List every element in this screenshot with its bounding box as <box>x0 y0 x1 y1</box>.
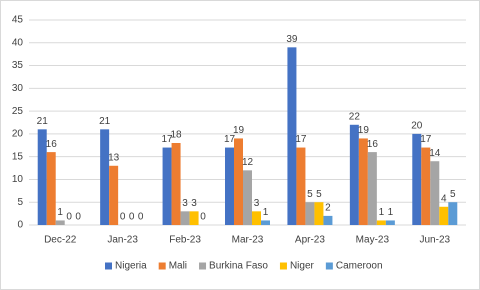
data-label: 5 <box>316 189 322 200</box>
data-label: 1 <box>263 207 269 218</box>
bar <box>225 147 234 225</box>
data-label: 18 <box>171 130 183 141</box>
data-label: 4 <box>441 193 447 204</box>
y-tick-label: 40 <box>12 37 24 48</box>
x-tick-label: Jan-23 <box>107 235 138 246</box>
data-label: 0 <box>200 212 206 223</box>
bar <box>448 202 458 225</box>
data-label: 22 <box>349 111 361 122</box>
x-tick-label: Apr-23 <box>295 235 325 246</box>
data-label: 3 <box>182 198 188 209</box>
bar <box>376 220 386 225</box>
legend-swatch <box>158 262 166 270</box>
legend-swatch <box>279 262 287 270</box>
bar <box>171 143 181 225</box>
data-label: 17 <box>420 134 432 145</box>
y-tick-label: 10 <box>12 174 24 185</box>
bar <box>234 138 243 225</box>
data-label: 0 <box>138 212 144 223</box>
data-label: 16 <box>367 139 379 150</box>
data-label: 3 <box>254 198 260 209</box>
bar <box>421 147 431 225</box>
bar <box>358 138 368 225</box>
data-label: 17 <box>162 134 174 145</box>
bar <box>412 133 422 225</box>
data-label: 17 <box>295 134 307 145</box>
x-tick-label: Mar-23 <box>232 235 264 246</box>
data-label: 21 <box>99 116 111 127</box>
legend-label: Burkina Faso <box>209 261 268 272</box>
x-tick-label: Feb-23 <box>169 235 201 246</box>
data-label: 14 <box>429 148 441 159</box>
data-label: 0 <box>75 212 81 223</box>
y-tick-label: 45 <box>12 15 24 26</box>
data-label: 39 <box>286 34 298 45</box>
bar <box>385 220 395 225</box>
legend-label: Mali <box>169 261 187 272</box>
data-label: 21 <box>37 116 49 127</box>
data-label: 1 <box>379 207 385 218</box>
data-label: 1 <box>388 207 394 218</box>
bar <box>100 129 110 225</box>
data-label: 19 <box>358 125 370 136</box>
bar <box>162 147 172 225</box>
bar <box>296 147 306 225</box>
bar <box>243 170 252 225</box>
y-tick-label: 20 <box>12 129 24 140</box>
data-label: 3 <box>191 198 197 209</box>
x-tick-label: May-23 <box>356 235 390 246</box>
bar <box>430 161 440 225</box>
data-label: 12 <box>242 157 254 168</box>
bar <box>367 152 377 225</box>
bar <box>439 206 449 225</box>
bar <box>261 220 270 225</box>
data-label: 2 <box>325 203 331 214</box>
bar <box>314 202 324 225</box>
data-label: 0 <box>129 212 135 223</box>
legend-swatch <box>105 262 112 270</box>
data-label: 13 <box>108 152 120 163</box>
legend-label: Cameroon <box>336 261 383 272</box>
data-label: 1 <box>57 207 63 218</box>
bar <box>109 165 119 225</box>
data-label: 0 <box>120 212 126 223</box>
data-label: 5 <box>450 189 456 200</box>
data-label: 16 <box>46 139 58 150</box>
bar <box>180 211 190 225</box>
bar <box>37 129 47 225</box>
data-label: 20 <box>411 121 423 132</box>
y-tick-label: 5 <box>17 197 23 208</box>
legend-swatch <box>199 262 207 270</box>
x-tick-label: Jun-23 <box>419 235 450 246</box>
x-tick-label: Dec-22 <box>44 235 77 246</box>
data-label: 17 <box>224 134 236 145</box>
bar <box>323 215 333 225</box>
bar <box>287 47 297 226</box>
y-tick-label: 35 <box>12 60 24 71</box>
data-label: 19 <box>233 125 245 136</box>
y-tick-label: 0 <box>17 220 23 231</box>
bar <box>55 220 65 225</box>
legend-swatch <box>325 262 333 270</box>
data-label: 5 <box>307 189 313 200</box>
bar <box>189 211 199 225</box>
legend-label: Nigeria <box>115 261 147 272</box>
bar <box>349 124 359 225</box>
y-tick-label: 15 <box>12 151 24 162</box>
legend-label: Niger <box>290 261 315 272</box>
bar <box>46 152 56 225</box>
bar <box>305 202 315 225</box>
data-label: 0 <box>66 212 72 223</box>
bar <box>252 211 261 225</box>
y-tick-label: 25 <box>12 106 24 117</box>
y-tick-label: 30 <box>12 83 24 94</box>
